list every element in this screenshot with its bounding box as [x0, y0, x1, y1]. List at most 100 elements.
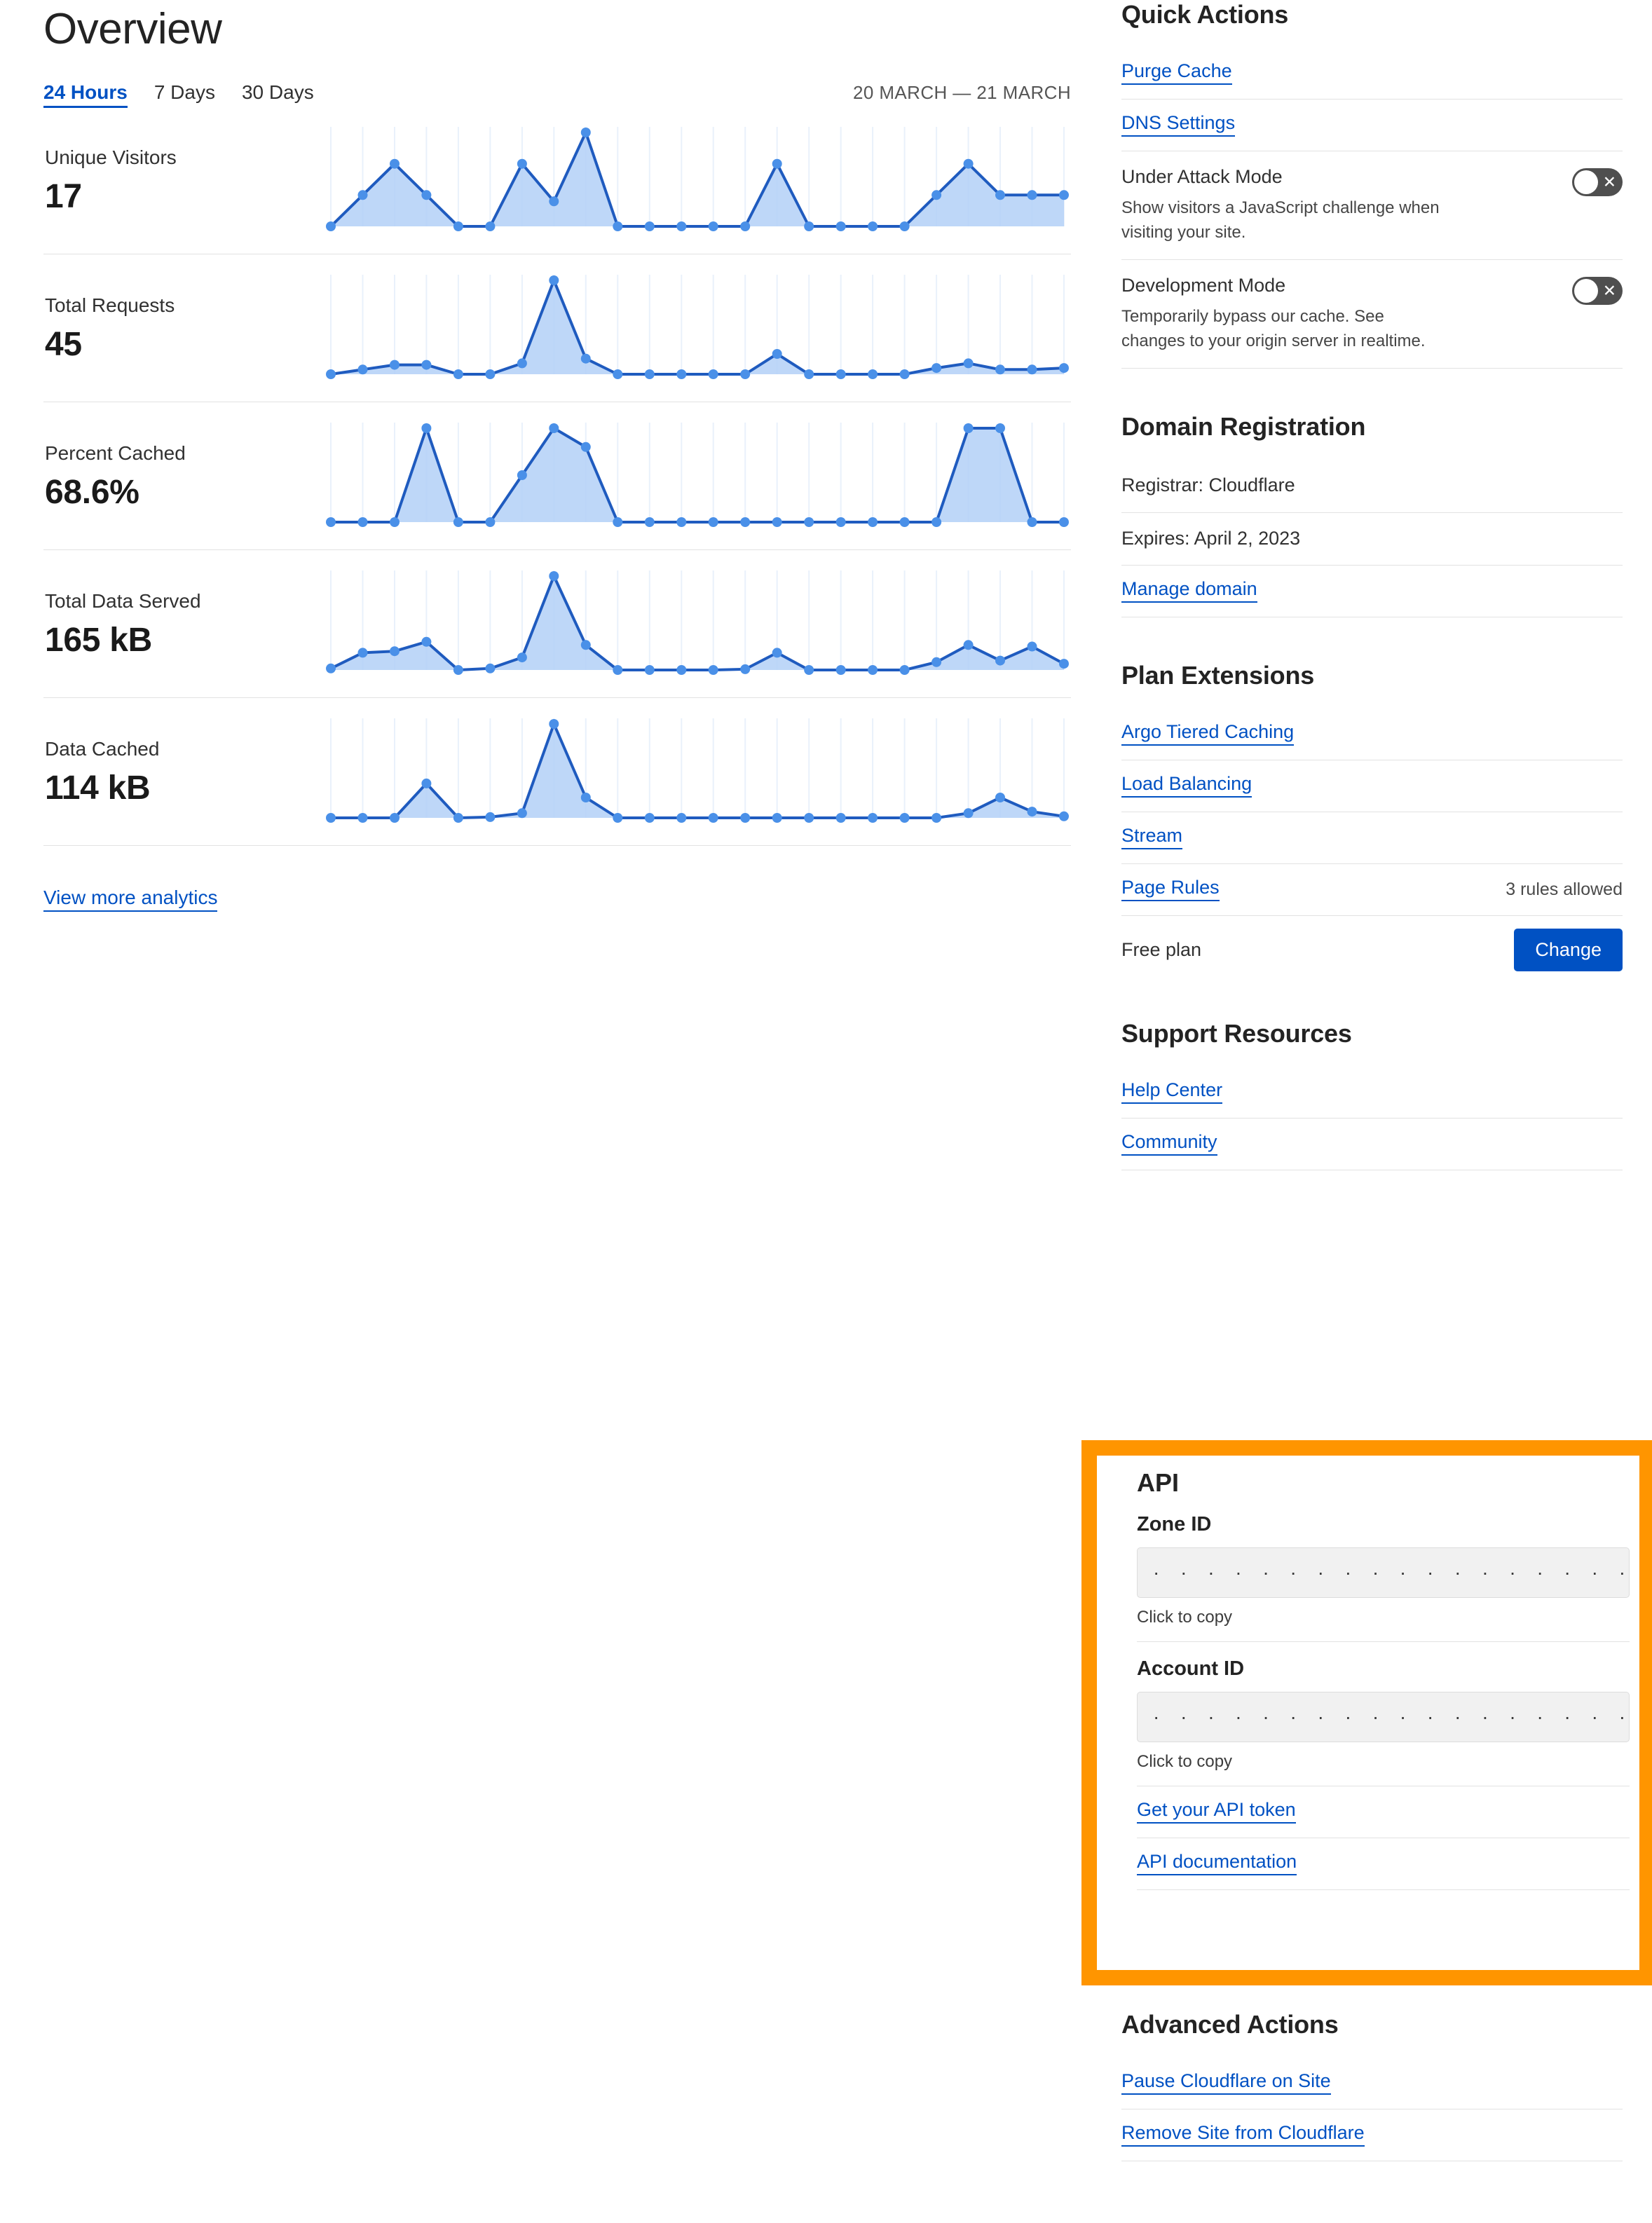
quick-actions-title: Quick Actions — [1121, 0, 1289, 29]
sparkline-total-requests — [324, 265, 1071, 391]
row-purge-cache[interactable]: Purge Cache — [1121, 48, 1623, 100]
tab-30-days[interactable]: 30 Days — [241, 81, 314, 104]
advanced-actions-title: Advanced Actions — [1121, 2010, 1339, 2039]
metric-value: 17 — [45, 177, 82, 215]
community-link[interactable]: Community — [1121, 1131, 1217, 1156]
metric-info: Percent Cached 68.6% — [43, 442, 324, 510]
row-load-balancing[interactable]: Load Balancing — [1121, 760, 1623, 812]
row-stream[interactable]: Stream — [1121, 812, 1623, 864]
metric-info: Total Requests 45 — [43, 294, 324, 362]
under-attack-text: Under Attack Mode Show visitors a JavaSc… — [1121, 164, 1451, 245]
metric-value: 68.6% — [45, 473, 139, 511]
tab-24-hours[interactable]: 24 Hours — [43, 81, 128, 109]
metric-row-unique-visitors: Unique Visitors 17 — [43, 107, 1071, 255]
sparkline-svg — [326, 718, 1069, 823]
registrar-value: Registrar: Cloudflare — [1121, 474, 1295, 496]
change-plan-button[interactable]: Change — [1514, 928, 1623, 971]
tab-7-days[interactable]: 7 Days — [153, 81, 215, 104]
row-page-rules[interactable]: Page Rules 3 rules allowed — [1121, 864, 1623, 916]
dns-settings-link[interactable]: DNS Settings — [1121, 112, 1236, 137]
get-api-token-link[interactable]: Get your API token — [1137, 1799, 1296, 1824]
close-icon: ✕ — [1602, 172, 1616, 191]
row-help-center[interactable]: Help Center — [1121, 1067, 1623, 1119]
row-under-attack-mode: Under Attack Mode Show visitors a JavaSc… — [1121, 151, 1623, 261]
development-mode-toggle[interactable]: ✕ — [1572, 277, 1623, 306]
metric-label: Data Cached — [45, 738, 160, 760]
time-range-tabs: 24 Hours 7 Days 30 Days — [43, 81, 314, 109]
row-current-plan: Free plan Change — [1121, 916, 1623, 976]
sidebar-column: Quick Actions Purge Cache DNS Settings U… — [1081, 0, 1652, 2161]
zone-id-field[interactable]: · · · · · · · · · · · · · · · · · · · · — [1137, 1547, 1630, 1598]
metric-info: Total Data Served 165 kB — [43, 589, 324, 658]
metrics-list: Unique Visitors 17 Total Requests 45 — [43, 107, 1074, 847]
metric-value: 114 kB — [45, 769, 151, 807]
view-more-analytics-wrap: View more analytics — [43, 887, 1074, 912]
page-title: Overview — [43, 5, 222, 53]
row-development-mode: Development Mode Temporarily bypass our … — [1121, 260, 1623, 369]
sparkline-svg — [326, 423, 1069, 528]
row-remove-site[interactable]: Remove Site from Cloudflare — [1121, 2109, 1623, 2161]
panel-api: API Zone ID · · · · · · · · · · · · · · … — [1137, 1468, 1630, 1890]
analytics-column: Overview 24 Hours 7 Days 30 Days 20 MARC… — [43, 0, 1074, 912]
metric-row-data-cached: Data Cached 114 kB — [43, 698, 1071, 847]
row-dns-settings[interactable]: DNS Settings — [1121, 100, 1623, 151]
account-id-field[interactable]: · · · · · · · · · · · · · · · · · · · · — [1137, 1692, 1630, 1742]
page-rules-link[interactable]: Page Rules — [1121, 877, 1220, 901]
sparkline-unique-visitors — [324, 117, 1071, 243]
analytics-toolbar: 24 Hours 7 Days 30 Days 20 MARCH — 21 MA… — [43, 81, 1071, 109]
stream-link[interactable]: Stream — [1121, 825, 1183, 849]
plan-extensions-title: Plan Extensions — [1121, 660, 1315, 690]
metric-row-percent-cached: Percent Cached 68.6% — [43, 402, 1071, 551]
metric-label: Unique Visitors — [45, 146, 177, 169]
pause-cloudflare-link[interactable]: Pause Cloudflare on Site — [1121, 2070, 1331, 2095]
development-mode-text: Development Mode Temporarily bypass our … — [1121, 273, 1451, 354]
row-community[interactable]: Community — [1121, 1119, 1623, 1170]
argo-tiered-caching-link[interactable]: Argo Tiered Caching — [1121, 721, 1295, 746]
sparkline-svg — [326, 275, 1069, 380]
remove-site-link[interactable]: Remove Site from Cloudflare — [1121, 2122, 1365, 2147]
zone-id-label: Zone ID — [1137, 1513, 1212, 1535]
zone-id-hint: Click to copy — [1137, 1608, 1630, 1642]
row-expires: Expires: April 2, 2023 — [1121, 513, 1623, 566]
under-attack-label: Under Attack Mode — [1121, 166, 1283, 187]
metric-label: Total Data Served — [45, 590, 201, 613]
domain-registration-title: Domain Registration — [1121, 412, 1366, 442]
api-title: API — [1137, 1468, 1180, 1497]
help-center-link[interactable]: Help Center — [1121, 1079, 1223, 1104]
metric-value: 165 kB — [45, 621, 152, 659]
row-pause-cloudflare[interactable]: Pause Cloudflare on Site — [1121, 2058, 1623, 2109]
metric-label: Total Requests — [45, 294, 175, 317]
purge-cache-link[interactable]: Purge Cache — [1121, 60, 1232, 85]
metric-row-total-requests: Total Requests 45 — [43, 254, 1071, 403]
panel-support-resources: Support Resources Help Center Community — [1121, 976, 1623, 1170]
sparkline-data-cached — [324, 709, 1071, 835]
row-argo-tiered-caching[interactable]: Argo Tiered Caching — [1121, 709, 1623, 760]
manage-domain-link[interactable]: Manage domain — [1121, 578, 1257, 603]
under-attack-description: Show visitors a JavaScript challenge whe… — [1121, 198, 1440, 242]
under-attack-mode-toggle[interactable]: ✕ — [1572, 168, 1623, 196]
api-documentation-link[interactable]: API documentation — [1137, 1851, 1297, 1875]
sparkline-total-data-served — [324, 561, 1071, 687]
row-api-documentation[interactable]: API documentation — [1137, 1838, 1630, 1890]
metric-value: 45 — [45, 325, 82, 363]
row-manage-domain[interactable]: Manage domain — [1121, 566, 1623, 617]
metric-info: Data Cached 114 kB — [43, 737, 324, 806]
row-api-token[interactable]: Get your API token — [1137, 1786, 1630, 1838]
panel-domain-registration: Domain Registration Registrar: Cloudflar… — [1121, 369, 1623, 617]
view-more-analytics-link[interactable]: View more analytics — [43, 887, 218, 912]
toggle-knob — [1574, 279, 1598, 303]
support-resources-title: Support Resources — [1121, 1018, 1352, 1048]
metric-row-total-data-served: Total Data Served 165 kB — [43, 550, 1071, 699]
sparkline-svg — [326, 127, 1069, 232]
development-mode-description: Temporarily bypass our cache. See change… — [1121, 307, 1426, 351]
page-rules-meta: 3 rules allowed — [1506, 879, 1623, 899]
development-mode-label: Development Mode — [1121, 275, 1286, 296]
panel-advanced-actions: Advanced Actions Pause Cloudflare on Sit… — [1121, 2010, 1623, 2161]
date-range-label: 20 MARCH — 21 MARCH — [853, 82, 1071, 104]
row-registrar: Registrar: Cloudflare — [1121, 460, 1623, 513]
load-balancing-link[interactable]: Load Balancing — [1121, 773, 1252, 798]
metric-label: Percent Cached — [45, 442, 186, 465]
panel-plan-extensions: Plan Extensions Argo Tiered Caching Load… — [1121, 617, 1623, 976]
plan-name: Free plan — [1121, 939, 1202, 961]
